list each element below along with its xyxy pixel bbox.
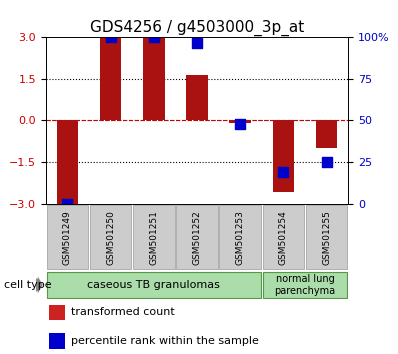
Bar bbox=[176, 205, 218, 269]
Text: caseous TB granulomas: caseous TB granulomas bbox=[88, 280, 220, 290]
Text: GSM501249: GSM501249 bbox=[63, 210, 72, 264]
Text: cell type: cell type bbox=[4, 280, 52, 290]
Point bbox=[324, 159, 330, 165]
Bar bbox=[263, 272, 347, 298]
Text: transformed count: transformed count bbox=[72, 307, 175, 317]
Bar bbox=[49, 304, 65, 320]
Bar bbox=[90, 205, 131, 269]
Text: GSM501255: GSM501255 bbox=[322, 210, 331, 265]
Point bbox=[194, 40, 200, 46]
Bar bbox=[57, 120, 78, 204]
Bar bbox=[133, 205, 175, 269]
Text: GSM501250: GSM501250 bbox=[106, 210, 115, 265]
Bar bbox=[273, 120, 294, 193]
Point bbox=[280, 169, 287, 175]
Bar bbox=[49, 333, 65, 348]
Text: GSM501253: GSM501253 bbox=[236, 210, 245, 265]
Point bbox=[237, 121, 244, 126]
Text: GSM501251: GSM501251 bbox=[149, 210, 158, 265]
Text: GSM501254: GSM501254 bbox=[279, 210, 288, 264]
Bar bbox=[100, 37, 121, 120]
Text: normal lung
parenchyma: normal lung parenchyma bbox=[275, 274, 336, 296]
Bar bbox=[316, 120, 338, 148]
Bar bbox=[47, 205, 88, 269]
Point bbox=[150, 34, 157, 40]
FancyArrow shape bbox=[36, 276, 43, 293]
Bar bbox=[186, 75, 208, 120]
Bar bbox=[143, 37, 165, 120]
Bar bbox=[306, 205, 347, 269]
Text: percentile rank within the sample: percentile rank within the sample bbox=[72, 336, 259, 346]
Point bbox=[64, 201, 70, 206]
Title: GDS4256 / g4503000_3p_at: GDS4256 / g4503000_3p_at bbox=[90, 19, 304, 36]
Bar bbox=[263, 205, 304, 269]
Text: GSM501252: GSM501252 bbox=[193, 210, 201, 264]
Bar bbox=[47, 272, 261, 298]
Point bbox=[107, 34, 114, 40]
Bar bbox=[229, 120, 251, 123]
Bar bbox=[219, 205, 261, 269]
